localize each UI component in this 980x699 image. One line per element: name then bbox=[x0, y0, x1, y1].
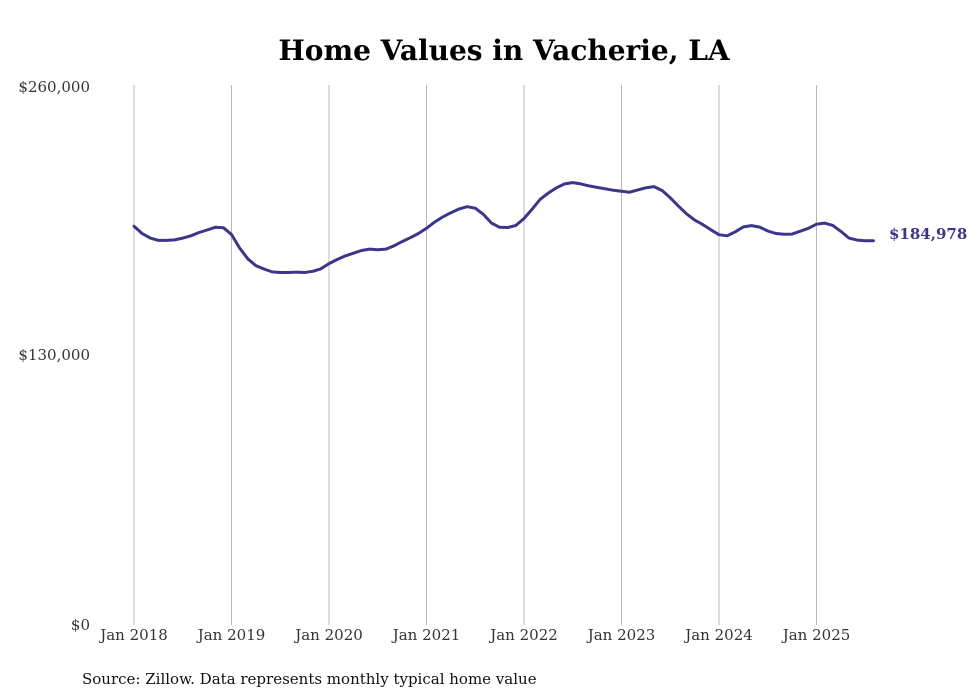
x-tick-label: Jan 2020 bbox=[293, 626, 363, 644]
x-tick-label: Jan 2019 bbox=[196, 626, 266, 644]
x-tick-label: Jan 2022 bbox=[488, 626, 558, 644]
y-axis: $260,000 $130,000 $0 bbox=[18, 78, 90, 634]
series-line-home-value bbox=[132, 181, 875, 274]
y-tick-label: $0 bbox=[71, 616, 90, 634]
x-tick-label: Jan 2021 bbox=[391, 626, 461, 644]
y-tick-label: $260,000 bbox=[18, 78, 90, 96]
x-tick-label: Jan 2024 bbox=[683, 626, 753, 644]
end-value-label: $184,978 bbox=[889, 225, 967, 243]
x-tick-label: Jan 2018 bbox=[98, 626, 168, 644]
y-tick-label: $130,000 bbox=[18, 346, 90, 364]
x-tick-label: Jan 2025 bbox=[781, 626, 851, 644]
gridlines bbox=[133, 85, 817, 625]
source-note: Source: Zillow. Data represents monthly … bbox=[82, 670, 537, 688]
chart-title: Home Values in Vacherie, LA bbox=[278, 34, 731, 67]
x-axis: Jan 2018 Jan 2019 Jan 2020 Jan 2021 Jan 2022… bbox=[98, 626, 850, 644]
x-tick-label: Jan 2023 bbox=[586, 626, 656, 644]
